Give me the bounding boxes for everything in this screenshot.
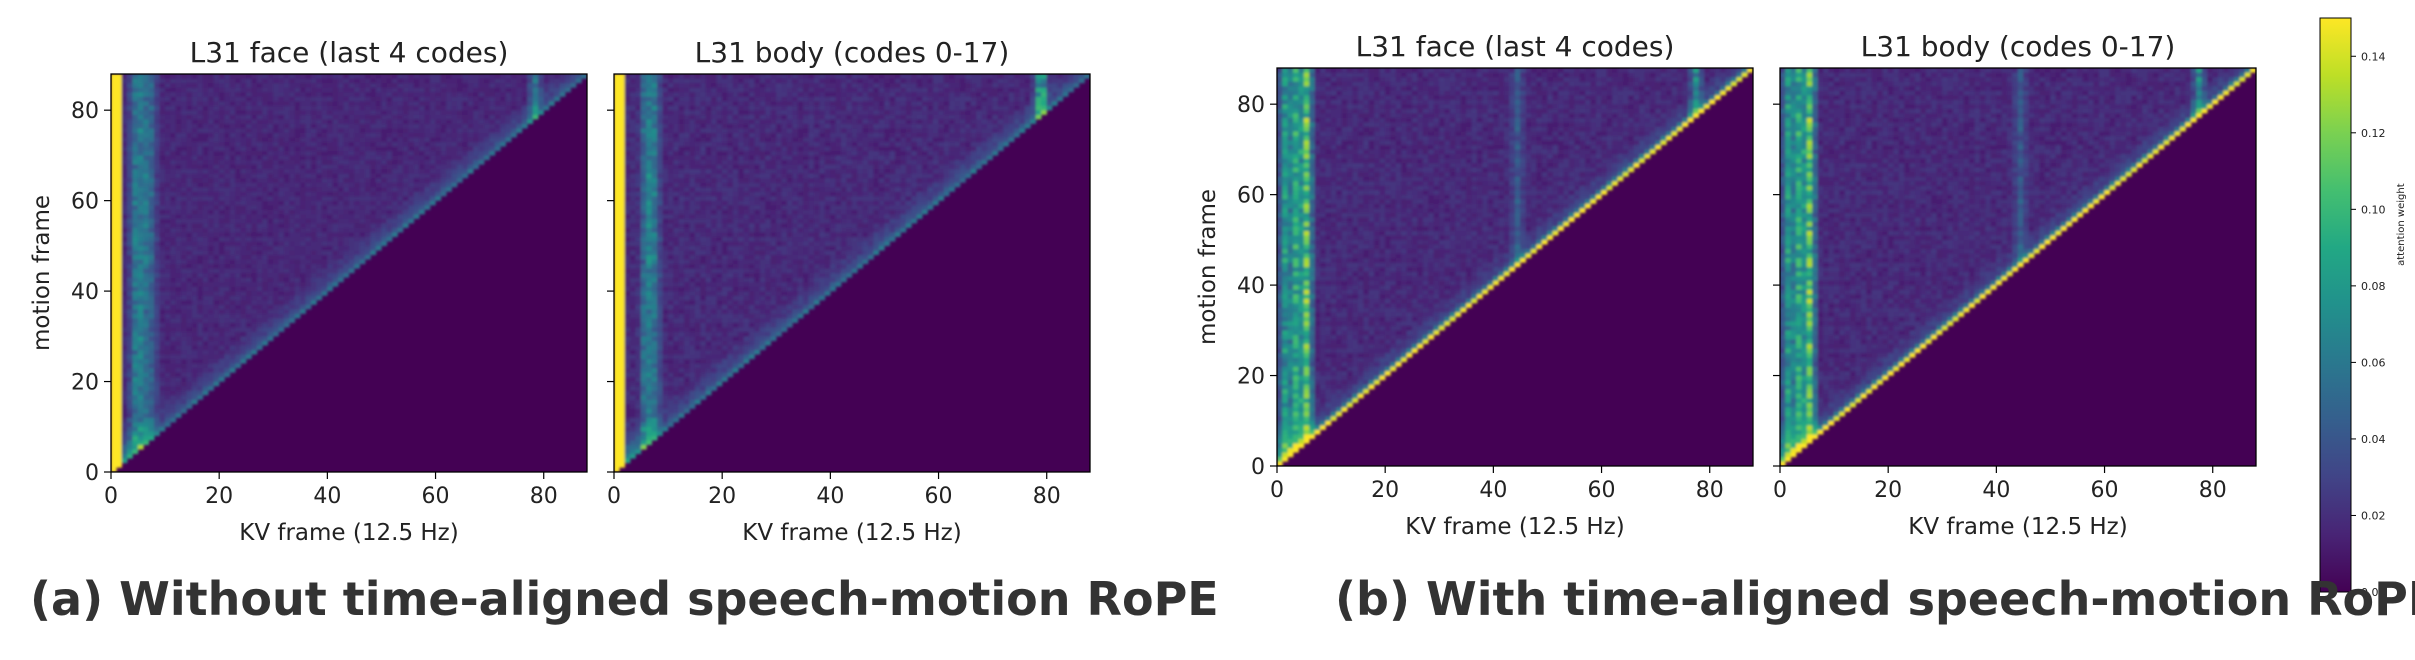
colorbar: 0.00 0.02 0.04 0.06 0.08 0.10 0.12 0.14 attentio… (2319, 17, 2407, 599)
heatmap-cells (111, 74, 587, 472)
heatmap-cells (1277, 68, 1753, 466)
y-axis-label: motion frame (29, 195, 55, 351)
x-tick-label: 40 (313, 484, 341, 509)
x-axis-label: KV frame (12.5 Hz) (239, 520, 458, 546)
plot-frame (613, 73, 1091, 473)
panel-title: L31 face (last 4 codes) (1356, 30, 1675, 63)
x-axis-label: KV frame (12.5 Hz) (1908, 514, 2127, 540)
y-axis-label: motion frame (1195, 189, 1221, 345)
y-tick-label: 0 (1251, 455, 1265, 480)
x-tick-label: 60 (1588, 478, 1616, 503)
colorbar-gradient (2319, 17, 2352, 593)
colorbar-label: attention weight (2396, 183, 2407, 266)
x-tick-label: 0 (607, 484, 621, 509)
x-axis-label: KV frame (12.5 Hz) (742, 520, 961, 546)
y-tick-label: 80 (71, 99, 99, 124)
colorbar-tick-label: 0.10 (2361, 203, 2386, 216)
x-tick-label: 20 (1371, 478, 1399, 503)
heatmap-panel-4: 0 20 40 60 80 L31 body (codes 0-17) KV frame (… (1773, 30, 2257, 540)
x-tick-label: 0 (1270, 478, 1284, 503)
x-tick-label: 20 (205, 484, 233, 509)
y-tick-label: 20 (71, 371, 99, 396)
x-tick-label: 60 (422, 484, 450, 509)
panel-title: L31 body (codes 0-17) (695, 36, 1010, 69)
heatmap-cells (1780, 68, 2256, 466)
x-tick-label: 40 (816, 484, 844, 509)
heatmap-panel-2: 0 20 40 60 80 L31 body (codes 0-17) KV frame (… (607, 36, 1091, 546)
colorbar-tick-label: 0.00 (2361, 586, 2386, 599)
y-tick-label: 40 (71, 280, 99, 305)
x-axis-label: KV frame (12.5 Hz) (1405, 514, 1624, 540)
panel-title: L31 body (codes 0-17) (1861, 30, 2176, 63)
x-tick-label: 60 (2091, 478, 2119, 503)
plot-frame (1779, 67, 2257, 467)
heatmap-panel-3: 0 20 40 60 80 0 20 40 60 80 L31 face (last 4 codes… (1195, 30, 1754, 540)
x-tick-label: 0 (104, 484, 118, 509)
plot-frame (1276, 67, 1754, 467)
y-tick-label: 40 (1237, 274, 1265, 299)
y-tick-label: 60 (71, 190, 99, 215)
x-tick-label: 20 (1874, 478, 1902, 503)
x-tick-label: 80 (530, 484, 558, 509)
plot-frame (110, 73, 588, 473)
y-tick-label: 80 (1237, 93, 1265, 118)
heatmap-cells (614, 74, 1090, 472)
y-tick-label: 60 (1237, 184, 1265, 209)
caption-a: (a) Without time-aligned speech-motion R… (30, 572, 1219, 626)
x-tick-label: 20 (708, 484, 736, 509)
panel-title: L31 face (last 4 codes) (190, 36, 509, 69)
x-tick-label: 80 (1033, 484, 1061, 509)
colorbar-tick-label: 0.04 (2361, 433, 2386, 446)
x-tick-label: 40 (1982, 478, 2010, 503)
colorbar-tick-label: 0.14 (2361, 50, 2386, 63)
caption-b: (b) With time-aligned speech-motion RoPE (1335, 572, 2415, 626)
colorbar-tick-label: 0.02 (2361, 509, 2386, 522)
colorbar-tick-label: 0.06 (2361, 356, 2386, 369)
x-tick-label: 0 (1773, 478, 1787, 503)
x-tick-label: 40 (1479, 478, 1507, 503)
x-tick-label: 80 (2199, 478, 2227, 503)
colorbar-tick-label: 0.12 (2361, 127, 2386, 140)
y-tick-label: 20 (1237, 365, 1265, 390)
colorbar-tick-label: 0.08 (2361, 280, 2386, 293)
heatmap-panel-1: 0 20 40 60 80 0 20 40 60 80 L31 face (last 4 codes… (29, 36, 588, 546)
x-tick-label: 60 (925, 484, 953, 509)
x-tick-label: 80 (1696, 478, 1724, 503)
y-tick-label: 0 (85, 461, 99, 486)
